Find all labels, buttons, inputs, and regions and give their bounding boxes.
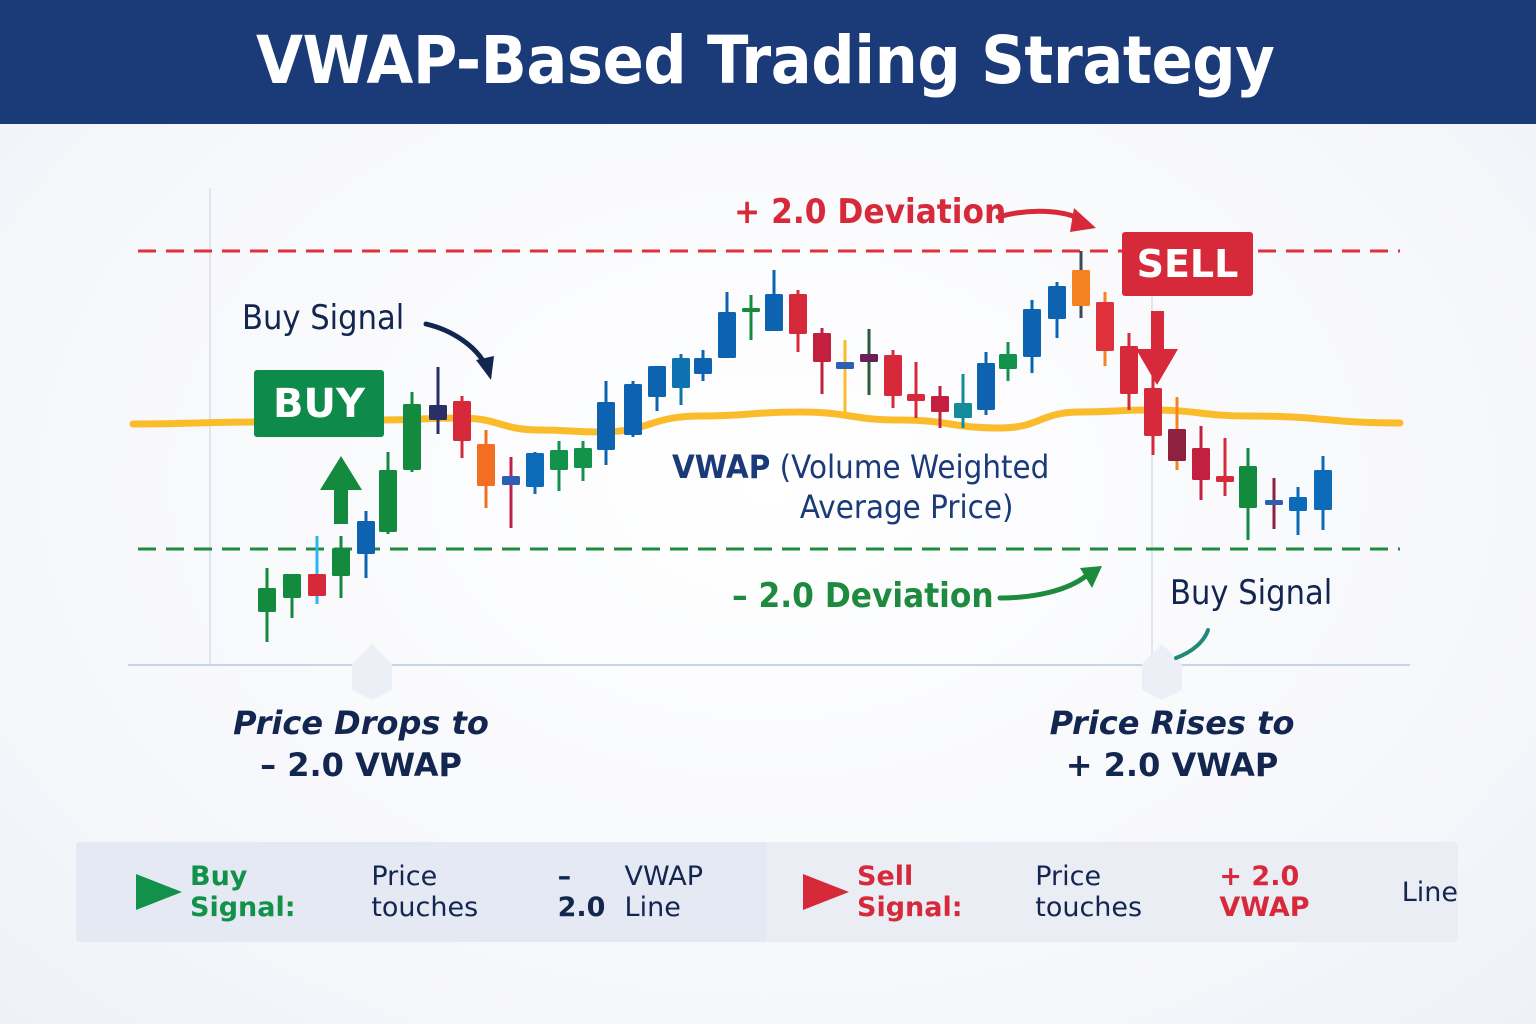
- note-right-line2: + 2.0 VWAP: [1065, 746, 1279, 784]
- arrowhead-icon: [1070, 208, 1096, 232]
- candle-body: [694, 358, 712, 374]
- candle-body: [332, 548, 350, 576]
- play-triangle-icon: [803, 874, 849, 910]
- sell-badge: SELL: [1122, 232, 1253, 296]
- candle-body: [526, 453, 544, 487]
- candle-body: [502, 476, 520, 485]
- candle-body: [1192, 448, 1210, 480]
- candle-body: [258, 588, 276, 612]
- candle-body: [1048, 286, 1066, 319]
- candle-body: [1289, 497, 1307, 511]
- lower-dev-curved-arrow: [997, 573, 1089, 601]
- up-arrow-icon: [320, 456, 362, 524]
- upper-deviation-label: + 2.0 Deviation: [734, 192, 1007, 232]
- candle-body: [1265, 500, 1283, 505]
- candle-body: [357, 521, 375, 554]
- candle-body: [550, 450, 568, 470]
- candle-body: [1216, 476, 1234, 482]
- candle-body: [1168, 429, 1186, 461]
- candle-body: [429, 405, 447, 420]
- candle-body: [718, 312, 736, 358]
- candle-body: [931, 396, 949, 412]
- legend-sell-suffix: Line: [1401, 876, 1458, 908]
- marker-left-diamond: [352, 644, 392, 700]
- candle-body: [403, 404, 421, 470]
- candle-body: [1096, 302, 1114, 351]
- buy-signal-label-bottom: Buy Signal: [1170, 573, 1333, 613]
- candle-body: [813, 333, 831, 362]
- lower-deviation-label: – 2.0 Deviation: [732, 576, 994, 616]
- buy-signal-bottom-arrow: [1174, 628, 1210, 660]
- legend-buy-key: Buy Signal:: [190, 861, 296, 923]
- page-title: VWAP-Based Trading Strategy: [256, 22, 1275, 99]
- candle-body: [999, 354, 1017, 369]
- candle-body: [672, 358, 690, 388]
- legend-sell-key: Sell Signal:: [857, 861, 963, 923]
- note-left-line1: Price Drops to: [233, 704, 489, 742]
- header-bar: VWAP-Based Trading Strategy: [0, 0, 1536, 124]
- vwap-label-line2: Average Price): [799, 488, 1014, 526]
- candles-group: [258, 251, 1332, 642]
- upper-dev-curved-arrow: [995, 208, 1085, 223]
- vwap-description: VWAP (Volume Weighted Average Price): [672, 447, 1049, 527]
- candle-body: [884, 355, 902, 396]
- candle-body: [1314, 470, 1332, 510]
- down-arrow-icon: [1136, 311, 1178, 385]
- candle-body: [836, 362, 854, 369]
- candle-body: [1072, 270, 1090, 306]
- note-right-line1: Price Rises to: [1049, 704, 1295, 742]
- legend-sell-value: + 2.0 VWAP: [1219, 861, 1310, 923]
- vwap-label-bold: VWAP: [672, 448, 771, 486]
- buy-signal-curved-arrow: [423, 321, 489, 369]
- arrowhead-icon: [1080, 566, 1102, 588]
- candle-body: [1239, 466, 1257, 508]
- buy-badge: BUY: [254, 370, 384, 437]
- candle-body: [379, 470, 397, 532]
- candle-body: [907, 394, 925, 401]
- note-left-line2: – 2.0 VWAP: [260, 746, 462, 784]
- candle-body: [1023, 309, 1041, 357]
- legend-buy-suffix: VWAP Line: [624, 861, 703, 923]
- candle-body: [1120, 346, 1138, 394]
- note-price-rises: Price Rises to + 2.0 VWAP: [1042, 702, 1302, 786]
- candle-body: [283, 574, 301, 598]
- marker-right-diamond: [1142, 644, 1182, 700]
- candle-body: [308, 574, 326, 596]
- candle-body: [860, 354, 878, 362]
- candle-body: [648, 366, 666, 397]
- candle-body: [742, 308, 760, 312]
- play-triangle-icon: [136, 874, 182, 910]
- candle-body: [765, 294, 783, 331]
- legend-sell-text: Price touches: [1035, 861, 1143, 923]
- candle-body: [574, 448, 592, 468]
- candle-body: [597, 402, 615, 450]
- legend-sell: Sell Signal: Price touches + 2.0 VWAP Li…: [767, 842, 1458, 942]
- candle-body: [453, 401, 471, 441]
- candle-body: [477, 444, 495, 486]
- candle-body: [1144, 388, 1162, 436]
- legend-buy: Buy Signal: Price touches –2.0 VWAP Line: [76, 842, 767, 942]
- candle-body: [624, 384, 642, 435]
- arrowhead-icon: [476, 356, 494, 380]
- legend-buy-value: –2.0: [557, 861, 606, 923]
- candle-body: [954, 403, 972, 418]
- candle-body: [789, 294, 807, 334]
- legend-bar: Buy Signal: Price touches –2.0 VWAP Line…: [76, 842, 1458, 942]
- vwap-label-rest: (Volume Weighted: [770, 448, 1050, 486]
- note-price-drops: Price Drops to – 2.0 VWAP: [226, 702, 496, 786]
- buy-signal-label-top: Buy Signal: [242, 298, 405, 338]
- legend-buy-text: Price touches: [371, 861, 479, 923]
- candle-body: [977, 363, 995, 410]
